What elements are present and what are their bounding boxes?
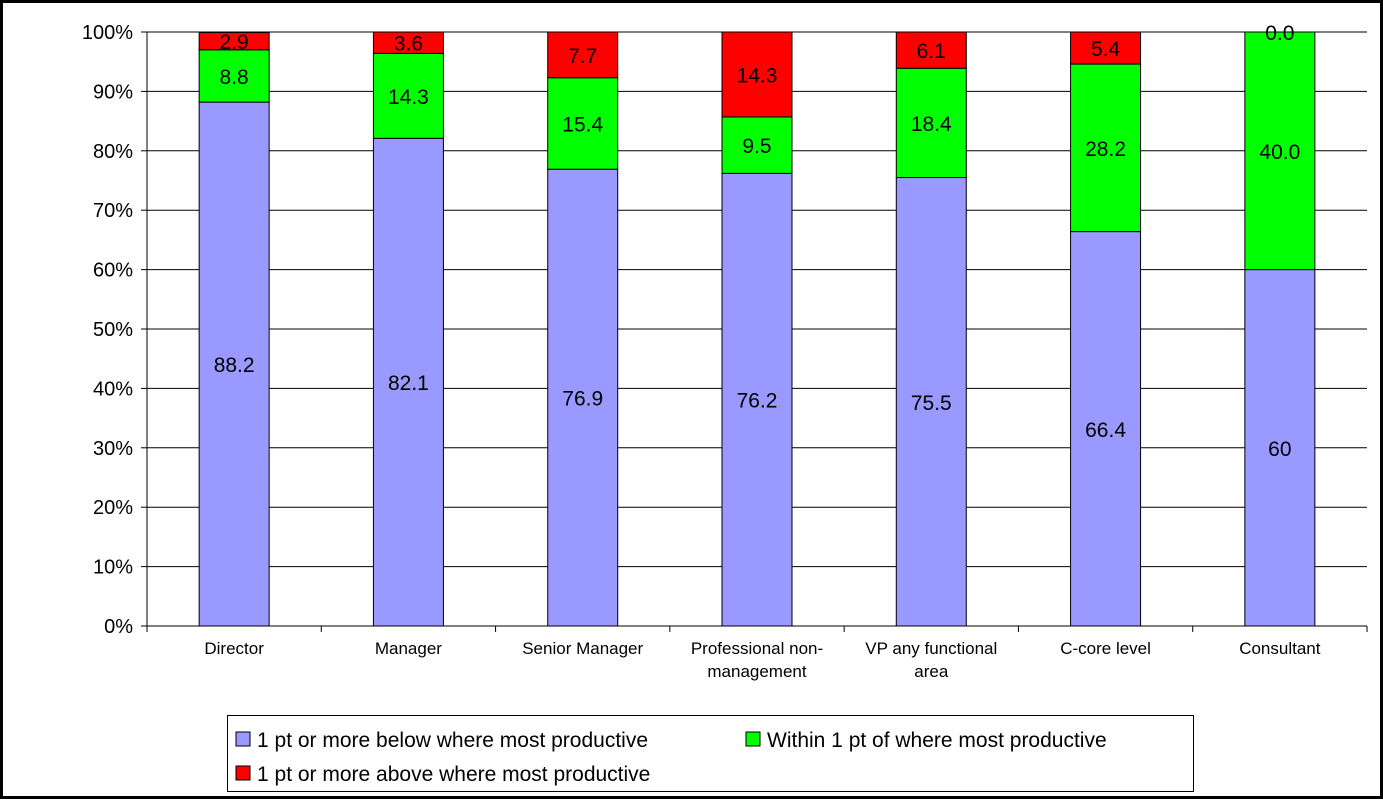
bar-segment [372, 137, 444, 627]
data-label: 0.0 [1265, 22, 1294, 45]
bar-segment [895, 31, 967, 69]
data-label: 60 [1268, 438, 1291, 461]
legend-label: 1 pt or more below where most productive [257, 729, 648, 752]
legend-box [227, 715, 1194, 792]
y-tick-label: 100% [82, 22, 133, 44]
legend-swatch [235, 731, 251, 747]
bars: 88.2 8.8 2.9 82.1 14.3 3.6 76.9 15.4 7.7 76.2 9.5 1… [198, 22, 1316, 627]
x-tick-label: Professional non- [691, 639, 823, 658]
y-tick-label: 40% [93, 378, 133, 400]
x-tick-label: Senior Manager [522, 639, 643, 658]
bar-segment [198, 49, 270, 103]
y-tick-label: 10% [93, 557, 133, 579]
data-label: 82.1 [388, 372, 429, 395]
y-tick-label: 90% [93, 81, 133, 103]
bar-segment [1070, 231, 1142, 627]
data-label: 8.8 [220, 66, 249, 89]
legend-swatch [745, 731, 761, 747]
bar-segment [721, 116, 793, 174]
data-label: 18.4 [911, 113, 952, 136]
data-label: 5.4 [1091, 38, 1121, 61]
data-label: 14.3 [388, 86, 429, 109]
data-label: 88.2 [214, 354, 255, 377]
y-tick-label: 50% [93, 319, 133, 341]
bar-segment [547, 31, 619, 79]
y-tick-label: 20% [93, 497, 133, 519]
data-label: 9.5 [742, 135, 771, 158]
x-tick-label: area [914, 662, 949, 681]
data-label: 66.4 [1085, 419, 1126, 442]
bar-segment [547, 168, 619, 627]
bar-segment [547, 77, 619, 170]
x-tick-label: VP any functional [865, 639, 997, 658]
data-label: 75.5 [911, 392, 952, 415]
data-label: 76.9 [562, 388, 603, 411]
data-label: 76.2 [737, 390, 778, 413]
legend: 1 pt or more below where most productive… [227, 715, 1194, 792]
axes: 0% 10% 20% 30% 40% 50% 60% 70% 80% 90% 100% Directo… [82, 22, 1368, 681]
bar-segment [1070, 63, 1142, 233]
legend-swatch [235, 765, 251, 781]
data-label: 15.4 [562, 113, 603, 136]
x-tick-label: management [707, 662, 807, 681]
data-label: 40.0 [1259, 141, 1300, 164]
y-tick-label: 80% [93, 141, 133, 163]
data-label: 28.2 [1085, 138, 1126, 161]
bar-segment [198, 101, 270, 627]
data-label: 3.6 [394, 33, 423, 56]
bar-segment [198, 32, 270, 51]
y-tick-label: 30% [93, 438, 133, 460]
x-tick-label: C-core level [1060, 639, 1151, 658]
bar-segment [372, 31, 444, 54]
x-tick-label: Director [204, 639, 264, 658]
y-tick-label: 70% [93, 200, 133, 222]
bar-segment [721, 31, 793, 118]
x-tick-label: Manager [375, 639, 442, 658]
data-label: 2.9 [220, 31, 249, 54]
bar-segment [721, 172, 793, 627]
bar-segment [1070, 31, 1142, 65]
data-label: 7.7 [568, 45, 597, 68]
data-label: 14.3 [737, 64, 778, 87]
legend-label: Within 1 pt of where most productive [767, 729, 1107, 752]
bar-segment [1244, 31, 1316, 271]
y-tick-label: 60% [93, 260, 133, 282]
x-tick-label: Consultant [1239, 639, 1321, 658]
data-label: 6.1 [917, 40, 946, 63]
y-tick-label: 0% [104, 616, 133, 638]
legend-label: 1 pt or more above where most productive [257, 763, 650, 786]
